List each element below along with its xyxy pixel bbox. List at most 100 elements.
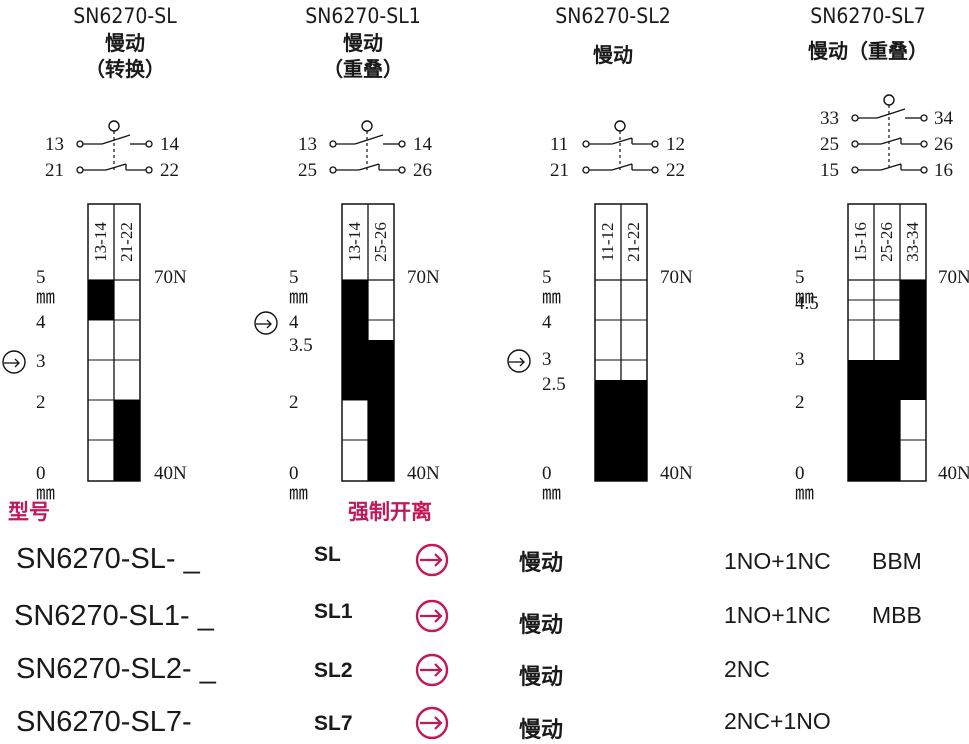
travel-label: 4 <box>542 312 552 333</box>
model-heading: 型号 <box>8 500 50 524</box>
forced-opening-icon <box>2 350 26 374</box>
terminal-label: 13 <box>45 134 64 155</box>
contact-symbol <box>76 120 153 174</box>
closed-segment <box>900 280 926 400</box>
closed-segment <box>88 280 114 320</box>
column-label: 15-16 <box>850 222 870 262</box>
legend-action: 慢动 <box>519 550 564 575</box>
legend-contacts: 1NO+1NC <box>724 548 831 574</box>
closed-segment <box>595 380 647 481</box>
travel-label: 5㎜ <box>289 267 309 308</box>
closed-segment <box>114 400 140 481</box>
forced-opening-icon <box>415 599 449 633</box>
contact-symbol <box>329 120 406 174</box>
forced-opening-heading: 强制开离 <box>348 500 432 524</box>
travel-grid <box>341 203 395 482</box>
terminal-label: 15 <box>820 160 839 181</box>
travel-grid <box>594 203 648 482</box>
column-label: 21-22 <box>116 222 136 262</box>
closed-segment <box>848 360 900 481</box>
travel-label: 2.5 <box>542 374 566 395</box>
legend-contacts: 2NC+1NO <box>724 708 831 734</box>
travel-label: 2 <box>36 392 46 413</box>
legend-code: SL <box>314 543 341 566</box>
column-label: 13-14 <box>90 222 110 262</box>
travel-label: 0㎜ <box>795 463 815 504</box>
travel-label: 0㎜ <box>36 463 56 504</box>
model-title: SN6270-SL1 <box>305 4 421 28</box>
terminal-label: 34 <box>934 108 953 129</box>
terminal-label: 13 <box>298 134 317 155</box>
force-label: 40N <box>938 463 969 484</box>
terminal-label: 22 <box>160 160 179 181</box>
travel-grid <box>847 203 927 482</box>
legend-code: SL7 <box>314 712 353 735</box>
legend-action: 慢动 <box>519 717 564 742</box>
terminal-label: 21 <box>45 160 64 181</box>
travel-grid <box>87 203 141 482</box>
action-title: 慢动 <box>105 31 145 55</box>
legend-code: SL2 <box>314 659 353 682</box>
action-subtitle: （重叠） <box>323 57 403 81</box>
model-title: SN6270-SL7 <box>810 4 926 28</box>
force-label: 70N <box>938 267 969 288</box>
forced-opening-icon <box>254 311 278 335</box>
model-title: SN6270-SL2 <box>555 4 671 28</box>
column-label: 33-34 <box>902 222 922 262</box>
forced-opening-icon <box>415 653 449 687</box>
terminal-label: 12 <box>666 134 685 155</box>
travel-label: 2 <box>795 392 805 413</box>
column-label: 21-22 <box>623 222 643 262</box>
travel-label: 4 <box>289 312 299 333</box>
travel-label: 2 <box>289 392 299 413</box>
closed-segment <box>368 340 394 481</box>
travel-label: 3 <box>36 351 46 372</box>
travel-label: 4 <box>36 312 46 333</box>
legend-contacts: 1NO+1NC <box>724 602 831 628</box>
force-label: 70N <box>407 267 440 288</box>
legend-action: 慢动 <box>519 664 564 689</box>
header-sl2: SN6270-SL2 慢动 <box>503 3 723 68</box>
travel-label: 5㎜ <box>795 267 815 308</box>
terminal-label: 21 <box>550 160 569 181</box>
legend-model: SN6270-SL7- <box>16 706 192 738</box>
legend-contacts: 2NC <box>724 656 771 682</box>
force-label: 70N <box>660 267 693 288</box>
legend-type: BBM <box>872 548 922 574</box>
forced-opening-icon <box>415 543 449 577</box>
legend-action: 慢动 <box>519 612 564 637</box>
column-label: 11-12 <box>597 222 617 262</box>
travel-label: 3 <box>542 349 552 370</box>
column-label: 25-26 <box>876 222 896 262</box>
action-subtitle: （转换） <box>85 57 165 81</box>
action-title: 慢动 <box>593 43 633 67</box>
column-label: 25-26 <box>370 222 390 262</box>
terminal-label: 26 <box>934 134 953 155</box>
terminal-label: 26 <box>413 160 432 181</box>
closed-segment <box>342 280 368 400</box>
terminal-label: 25 <box>298 160 317 181</box>
force-label: 40N <box>407 463 440 484</box>
legend-type: MBB <box>872 602 922 628</box>
model-title: SN6270-SL <box>73 4 177 28</box>
travel-label: 5㎜ <box>542 267 562 308</box>
header-sl: SN6270-SL 慢动 （转换） <box>15 3 235 82</box>
terminal-label: 16 <box>934 160 953 181</box>
force-label: 40N <box>154 463 187 484</box>
column-label: 13-14 <box>344 222 364 262</box>
terminal-label: 14 <box>413 134 432 155</box>
travel-label: 3 <box>795 349 805 370</box>
terminal-label: 11 <box>550 134 569 155</box>
terminal-label: 22 <box>666 160 685 181</box>
terminal-label: 33 <box>820 108 839 129</box>
legend-model: SN6270-SL1- _ <box>14 600 214 632</box>
force-label: 70N <box>154 267 187 288</box>
contact-symbol <box>851 94 928 174</box>
terminal-label: 14 <box>160 134 179 155</box>
legend-model: SN6270-SL- _ <box>16 543 200 575</box>
legend-model: SN6270-SL2- _ <box>16 653 216 685</box>
action-title: 慢动 <box>343 31 383 55</box>
travel-label: 0㎜ <box>542 463 562 504</box>
header-sl7: SN6270-SL7 慢动（重叠） <box>758 3 969 64</box>
force-label: 40N <box>660 463 693 484</box>
